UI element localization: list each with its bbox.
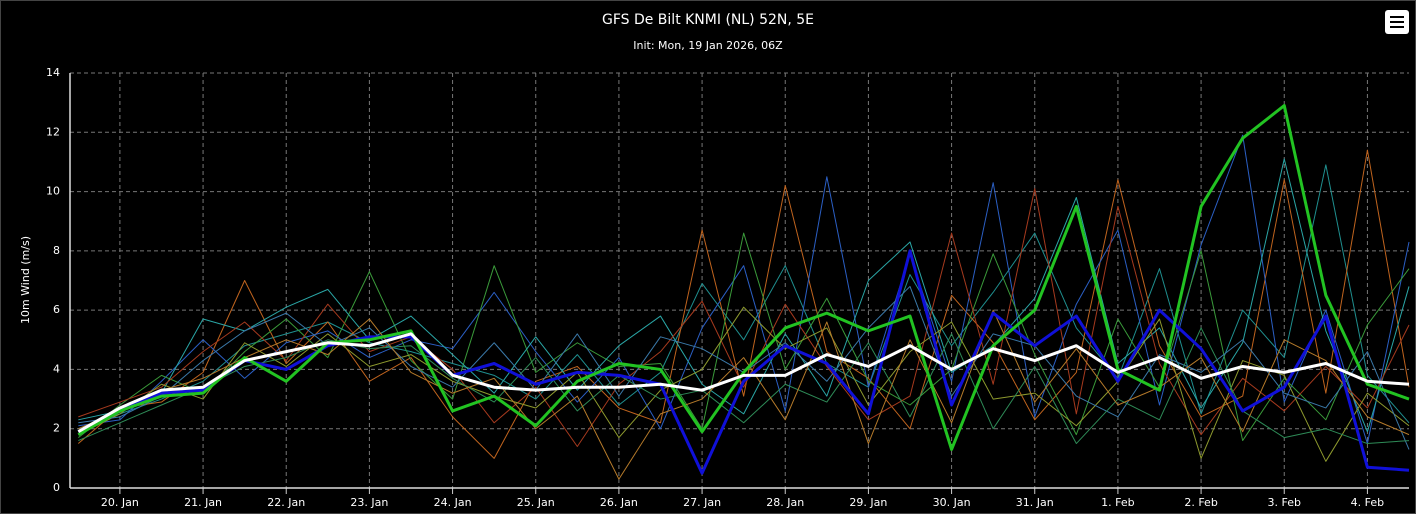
series-line: [78, 158, 1410, 433]
menu-button[interactable]: [1385, 10, 1409, 34]
x-tick-label: 26. Jan: [600, 496, 638, 509]
x-tick-label: 23. Jan: [350, 496, 388, 509]
series-line: [78, 134, 1410, 445]
menu-bar: [1390, 26, 1404, 28]
y-tick-label: 14: [46, 66, 60, 79]
x-tick-label: 1. Feb: [1101, 496, 1134, 509]
series-line: [78, 309, 1410, 480]
x-tick-label: 31. Jan: [1016, 496, 1054, 509]
x-tick-label: 29. Jan: [849, 496, 887, 509]
x-tick-label: 25. Jan: [517, 496, 555, 509]
x-tick-label: 22. Jan: [267, 496, 305, 509]
x-tick-label: 3. Feb: [1268, 496, 1301, 509]
chart-title: GFS De Bilt KNMI (NL) 52N, 5E: [602, 12, 814, 28]
x-tick-label: 30. Jan: [933, 496, 971, 509]
y-tick-label: 8: [53, 244, 60, 257]
y-axis-label: 10m Wind (m/s): [19, 236, 32, 324]
x-tick-label: 2. Feb: [1184, 496, 1217, 509]
series-line: [77, 332, 1410, 433]
series-line: [78, 232, 1410, 442]
x-tick-label: 24. Jan: [434, 496, 472, 509]
y-tick-label: 10: [46, 185, 60, 198]
y-tick-label: 4: [53, 362, 60, 375]
y-tick-label: 2: [53, 422, 60, 435]
series-line: [78, 327, 1410, 445]
y-tick-label: 0: [53, 481, 60, 494]
chart-subtitle: Init: Mon, 19 Jan 2026, 06Z: [633, 39, 783, 52]
menu-bar: [1390, 16, 1404, 18]
series-line: [78, 164, 1410, 430]
series-line: [78, 306, 1410, 462]
y-tick-label: 6: [53, 303, 60, 316]
series-line: [77, 249, 1410, 475]
x-tick-label: 4. Feb: [1351, 496, 1384, 509]
x-tick-label: 27. Jan: [683, 496, 721, 509]
x-tick-label: 28. Jan: [766, 496, 804, 509]
x-tick-label: 21. Jan: [184, 496, 222, 509]
series-line: [77, 104, 1410, 451]
menu-bar: [1390, 21, 1404, 23]
x-tick-label: 20. Jan: [101, 496, 139, 509]
y-tick-label: 12: [46, 125, 60, 138]
